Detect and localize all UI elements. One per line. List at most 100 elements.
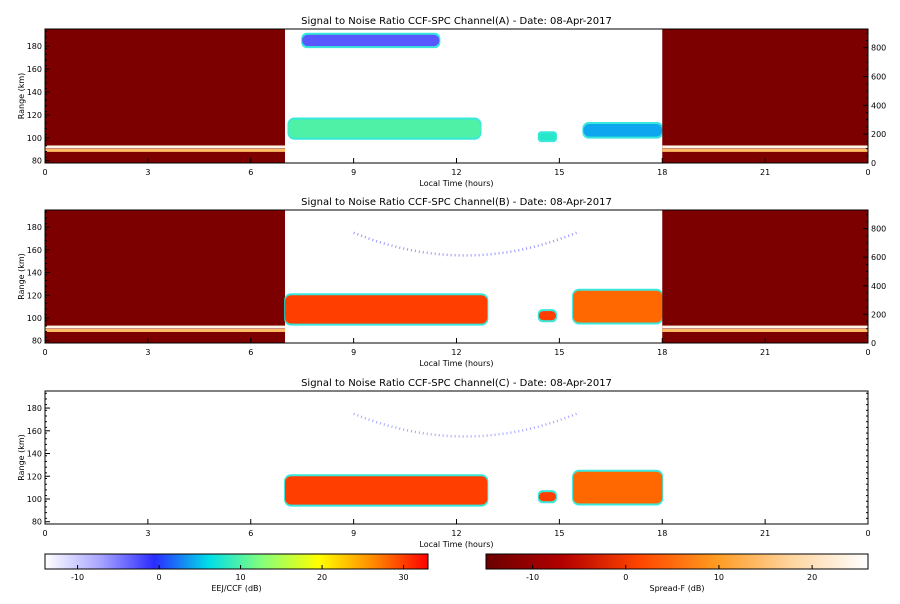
x-tick-label: 21 xyxy=(760,348,770,357)
panel-b: Signal to Noise Ratio CCF-SPC Channel(B)… xyxy=(17,197,886,368)
y-tick-label: 180 xyxy=(27,223,42,232)
colorbar-tick-label: 0 xyxy=(623,573,628,582)
x-tick-label: 21 xyxy=(760,529,770,538)
x-tick-label: 18 xyxy=(657,168,667,177)
echo-blob xyxy=(573,290,663,323)
y-tick-label: 180 xyxy=(27,42,42,51)
x-axis-label: Local Time (hours) xyxy=(419,359,493,368)
colorbar-tick-label: 30 xyxy=(398,573,408,582)
x-tick-label: 18 xyxy=(657,529,667,538)
right-y-tick-label: 400 xyxy=(871,282,886,291)
right-y-tick-label: 0 xyxy=(871,339,876,348)
colorbar-tick-label: 20 xyxy=(317,573,327,582)
y-tick-label: 80 xyxy=(32,337,42,346)
colorbar-gradient xyxy=(485,553,869,570)
y-tick-label: 140 xyxy=(27,88,42,97)
y-tick-label: 100 xyxy=(27,495,42,504)
y-tick-label: 160 xyxy=(27,65,42,74)
echo-blob xyxy=(285,295,488,324)
x-tick-label: 3 xyxy=(145,529,150,538)
y-tick-label: 140 xyxy=(27,450,42,459)
segment-background xyxy=(662,29,868,163)
x-tick-label: 0 xyxy=(42,348,47,357)
echo-line xyxy=(662,145,868,149)
panel-title: Signal to Noise Ratio CCF-SPC Channel(A)… xyxy=(301,16,612,27)
colorbar-label: EEJ/CCF (dB) xyxy=(211,584,261,593)
panel-title: Signal to Noise Ratio CCF-SPC Channel(C)… xyxy=(301,378,612,389)
x-tick-label: 0 xyxy=(865,348,870,357)
panel-c: Signal to Noise Ratio CCF-SPC Channel(C)… xyxy=(17,378,871,549)
right-y-tick-label: 600 xyxy=(871,73,886,82)
echo-blob xyxy=(302,34,440,47)
echo-blob xyxy=(285,476,488,505)
echo-blob xyxy=(538,311,556,321)
y-tick-label: 120 xyxy=(27,291,42,300)
echo-line xyxy=(45,145,286,149)
echo-blob xyxy=(288,119,481,138)
x-tick-label: 0 xyxy=(42,168,47,177)
echo-blob xyxy=(573,471,663,504)
colorbar-tick-label: -10 xyxy=(71,573,84,582)
right-y-tick-label: 800 xyxy=(871,44,886,53)
echo-line xyxy=(662,328,868,332)
x-tick-label: 0 xyxy=(42,529,47,538)
panel-a: Signal to Noise Ratio CCF-SPC Channel(A)… xyxy=(17,16,886,188)
y-axis-label: Range (km) xyxy=(17,434,26,481)
y-tick-label: 100 xyxy=(27,134,42,143)
echo-line xyxy=(45,328,286,332)
echo-blob xyxy=(538,133,556,141)
x-tick-label: 12 xyxy=(451,529,461,538)
y-tick-label: 80 xyxy=(32,157,42,166)
x-tick-label: 9 xyxy=(351,348,356,357)
x-tick-label: 3 xyxy=(145,168,150,177)
colorbar-tick-label: 20 xyxy=(807,573,817,582)
x-tick-label: 9 xyxy=(351,168,356,177)
x-tick-label: 12 xyxy=(451,168,461,177)
y-tick-label: 120 xyxy=(27,111,42,120)
y-tick-label: 160 xyxy=(27,427,42,436)
segment-background xyxy=(662,210,868,343)
x-tick-label: 0 xyxy=(865,529,870,538)
y-tick-label: 140 xyxy=(27,269,42,278)
x-tick-label: 12 xyxy=(451,348,461,357)
x-tick-label: 15 xyxy=(554,168,564,177)
x-axis-label: Local Time (hours) xyxy=(419,179,493,188)
plot-area xyxy=(45,210,868,343)
colorbar-tick-label: 0 xyxy=(157,573,162,582)
x-tick-label: 15 xyxy=(554,529,564,538)
y-tick-label: 180 xyxy=(27,404,42,413)
right-y-tick-label: 200 xyxy=(871,310,886,319)
echo-blob xyxy=(583,124,663,137)
right-y-tick-label: 400 xyxy=(871,101,886,110)
x-tick-label: 21 xyxy=(760,168,770,177)
segment-background xyxy=(45,210,286,343)
y-axis-label: Range (km) xyxy=(17,73,26,120)
x-tick-label: 15 xyxy=(554,348,564,357)
colorbar-label: Spread-F (dB) xyxy=(649,584,704,593)
x-tick-label: 18 xyxy=(657,348,667,357)
y-tick-label: 160 xyxy=(27,246,42,255)
right-y-tick-label: 800 xyxy=(871,225,886,234)
panel-title: Signal to Noise Ratio CCF-SPC Channel(B)… xyxy=(301,197,612,208)
x-tick-label: 6 xyxy=(248,529,253,538)
segment-background xyxy=(285,29,663,163)
colorbar-tick-label: 10 xyxy=(235,573,245,582)
echo-line xyxy=(45,325,286,329)
y-tick-label: 80 xyxy=(32,518,42,527)
x-tick-label: 9 xyxy=(351,529,356,538)
plot-area xyxy=(284,391,664,524)
y-axis-label: Range (km) xyxy=(17,253,26,300)
colorbar-tick-label: 10 xyxy=(714,573,724,582)
colorbar-eej-ccf: -10 0 10 20 30 EEJ/CCF (dB) xyxy=(44,553,429,593)
x-tick-label: 6 xyxy=(248,168,253,177)
echo-line xyxy=(45,148,286,152)
echo-line xyxy=(662,325,868,329)
y-tick-label: 100 xyxy=(27,314,42,323)
x-tick-label: 6 xyxy=(248,348,253,357)
segment-background xyxy=(45,29,286,163)
right-y-tick-label: 200 xyxy=(871,130,886,139)
colorbar-gradient xyxy=(44,553,429,570)
x-axis-label: Local Time (hours) xyxy=(419,540,493,549)
colorbar-spread-f: -10 0 10 20 Spread-F (dB) xyxy=(485,553,869,593)
